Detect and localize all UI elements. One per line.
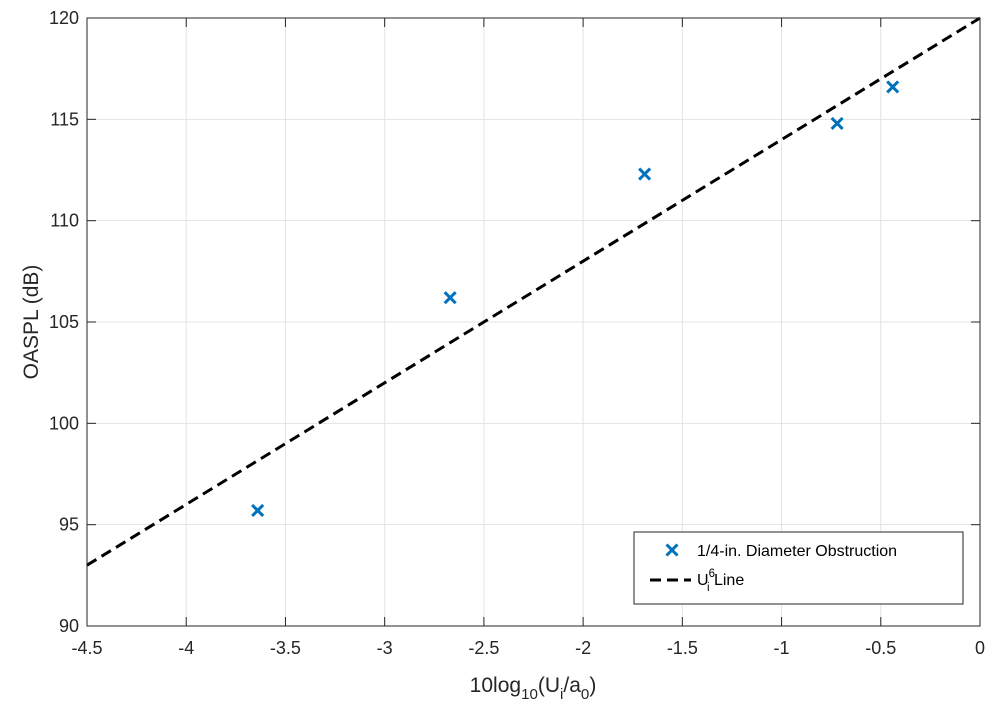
y-tick-label: 95 [59, 515, 79, 535]
x-tick-label: -0.5 [865, 638, 896, 658]
text-part: 6 [709, 568, 715, 580]
text-part: i [707, 582, 710, 594]
x-axis-title: 10log10(Ui/a0) [470, 674, 597, 703]
reference-line [86, 16, 981, 567]
data-point [638, 167, 652, 181]
legend-swatch-obstruction [665, 543, 679, 557]
y-tick-label: 115 [50, 109, 79, 129]
y-tick-label: 90 [59, 616, 79, 636]
data-point [251, 503, 265, 518]
text-part: Line [710, 572, 745, 589]
data-point [886, 80, 900, 94]
marker-stroke [251, 503, 265, 518]
series-lines [86, 16, 981, 567]
y-tick-label: 105 [49, 312, 79, 332]
marker-stroke [665, 543, 679, 557]
x-tick-label: -3 [377, 638, 393, 658]
marker-stroke [886, 80, 900, 94]
x-tick-label: -2 [575, 638, 591, 658]
text-part: i [560, 686, 563, 703]
x-tick-label: -2.5 [468, 638, 499, 658]
text-part: /a [563, 674, 581, 697]
x-tick-label: -4.5 [71, 638, 102, 658]
marker-stroke [443, 291, 457, 305]
legend-label-obstruction: 1/4-in. Diameter Obstruction [697, 543, 897, 560]
text-part: U [697, 572, 709, 589]
text-part: 10log [470, 674, 521, 697]
legend: 1/4-in. Diameter Obstruction U6 i Line [633, 531, 964, 605]
text-part: 10 [521, 686, 538, 703]
y-tick-label: 120 [49, 8, 79, 28]
y-tick-label: 100 [49, 413, 79, 433]
legend-label-line: U6 i Line [697, 568, 744, 594]
marker-stroke [638, 167, 652, 181]
x-tick-label: 0 [975, 638, 985, 658]
legend-box [633, 531, 964, 605]
legend-marker-sample [665, 543, 679, 557]
y-tick-label: 110 [50, 211, 79, 231]
text-part: (U [538, 674, 560, 697]
data-point [830, 116, 844, 130]
x-tick-label: -4 [178, 638, 194, 658]
x-tick-label: -1 [774, 638, 790, 658]
series-markers [251, 80, 900, 518]
x-tick-labels: -4.5 -4 -3.5 -3 -2.5 -2 -1.5 -1 -0.5 0 [71, 638, 985, 658]
y-axis-title: OASPL (dB) [20, 265, 43, 380]
data-point [443, 291, 457, 305]
x-tick-label: -1.5 [667, 638, 698, 658]
text-part: ) [589, 674, 596, 697]
axis-ticks [86, 17, 981, 627]
text-part: 0 [581, 686, 589, 703]
text-part: 1/4-in. Diameter Obstruction [697, 543, 897, 560]
x-tick-label: -3.5 [270, 638, 301, 658]
marker-stroke [830, 116, 844, 130]
y-tick-labels: 90 95 100 105 110 115 120 [49, 8, 79, 636]
